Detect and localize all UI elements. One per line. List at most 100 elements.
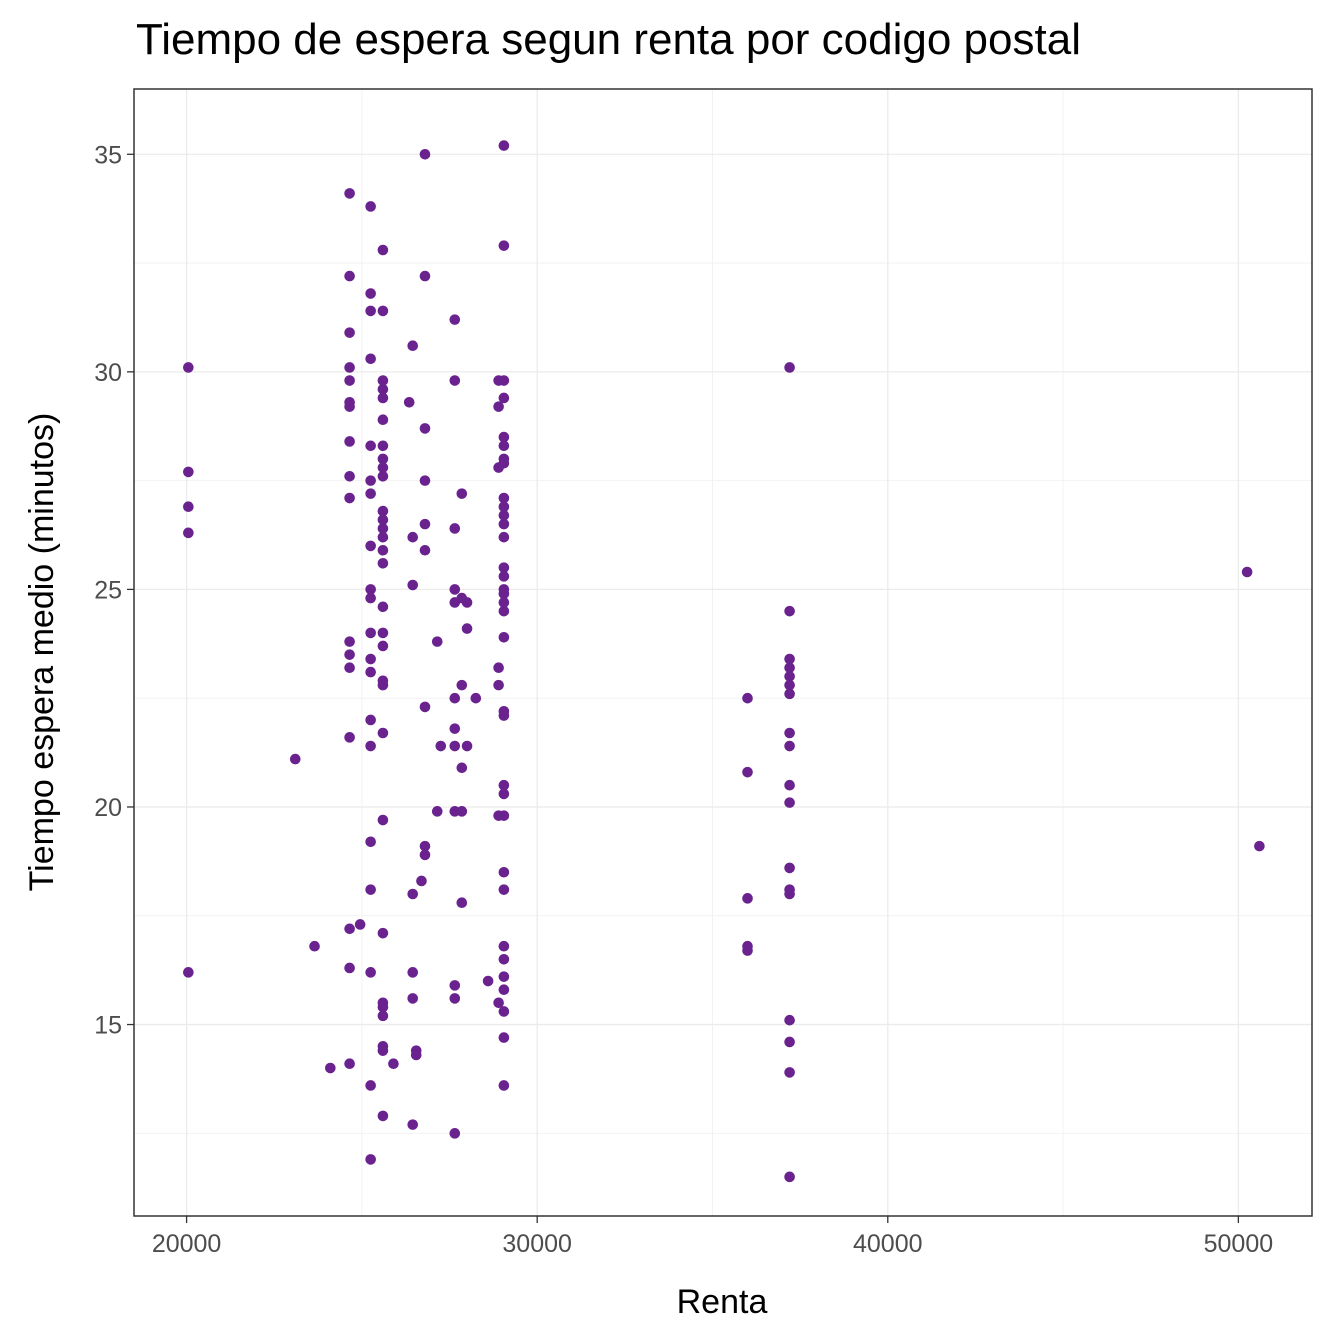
data-point: [449, 584, 461, 595]
data-point: [407, 579, 419, 591]
data-point: [183, 967, 194, 978]
data-point: [289, 753, 301, 765]
data-point: [419, 148, 431, 160]
data-point: [456, 897, 468, 909]
data-point: [325, 1062, 336, 1074]
data-point: [365, 540, 376, 552]
data-point: [183, 527, 194, 539]
y-tick-label: 15: [94, 1012, 122, 1040]
data-point: [377, 927, 389, 939]
data-point: [482, 975, 494, 987]
data-point: [365, 836, 376, 848]
data-point: [498, 588, 510, 600]
data-point: [784, 727, 795, 739]
data-point: [498, 510, 510, 521]
y-tick-label: 35: [94, 141, 122, 169]
data-point: [309, 940, 320, 952]
data-point: [377, 440, 389, 452]
data-point: [784, 862, 795, 874]
data-point: [377, 679, 389, 691]
data-point: [365, 1080, 376, 1091]
x-tick-label: 50000: [1204, 1230, 1274, 1258]
data-point: [784, 605, 795, 617]
data-point: [498, 1032, 510, 1043]
data-point: [183, 501, 194, 513]
y-axis-ticks: 15 20 25 30 35: [94, 141, 134, 1040]
data-point: [344, 649, 355, 660]
data-point: [784, 1036, 795, 1048]
data-point: [498, 571, 510, 582]
data-point: [498, 140, 510, 151]
data-point: [377, 523, 389, 534]
data-point: [365, 1154, 376, 1165]
data-point: [388, 1058, 399, 1070]
data-point: [365, 488, 376, 499]
data-point: [461, 623, 473, 634]
data-point: [365, 592, 376, 604]
data-point: [493, 997, 504, 1009]
data-point: [784, 688, 795, 700]
data-point: [377, 462, 389, 473]
data-point: [784, 797, 795, 808]
data-point: [498, 1006, 510, 1017]
data-point: [498, 953, 510, 965]
data-point: [784, 1171, 795, 1183]
y-tick-label: 20: [94, 794, 122, 822]
data-point: [410, 1049, 422, 1061]
data-point: [377, 1045, 389, 1056]
data-point: [449, 375, 461, 386]
data-point: [493, 662, 504, 674]
data-point: [449, 740, 461, 752]
data-point: [377, 1010, 389, 1022]
data-point: [403, 396, 415, 408]
data-point: [365, 288, 376, 299]
data-point: [407, 531, 419, 543]
data-point: [456, 806, 468, 817]
data-point: [784, 653, 795, 665]
y-tick-label: 25: [94, 576, 122, 604]
data-point: [419, 840, 431, 852]
data-point: [377, 414, 389, 426]
data-point: [344, 1058, 355, 1070]
data-point: [365, 740, 376, 752]
data-point: [365, 627, 376, 639]
data-point: [344, 732, 355, 743]
data-point: [419, 849, 431, 861]
data-point: [784, 662, 795, 674]
data-point: [407, 993, 419, 1004]
data-point: [377, 1110, 389, 1122]
data-point: [344, 470, 355, 482]
data-point: [377, 640, 389, 652]
data-point: [498, 984, 510, 996]
data-point: [365, 353, 376, 365]
data-point: [377, 727, 389, 739]
data-point: [449, 314, 461, 325]
data-point: [461, 740, 473, 752]
data-point: [419, 475, 431, 486]
data-point: [377, 470, 389, 482]
data-point: [377, 505, 389, 517]
data-point: [498, 788, 510, 800]
data-point: [377, 375, 389, 386]
data-point: [498, 440, 510, 452]
data-point: [456, 679, 468, 691]
data-point: [419, 423, 431, 434]
data-point: [365, 653, 376, 665]
data-point: [449, 980, 461, 991]
data-point: [742, 945, 753, 956]
x-tick-label: 40000: [853, 1230, 923, 1258]
data-point: [493, 401, 504, 412]
data-point: [498, 531, 510, 543]
data-point: [498, 392, 510, 404]
data-point: [784, 1014, 795, 1026]
data-point: [377, 544, 389, 556]
data-point: [377, 392, 389, 404]
data-point: [498, 597, 510, 608]
data-point: [407, 340, 419, 352]
data-point: [498, 710, 510, 721]
data-point: [407, 967, 419, 978]
data-point: [498, 866, 510, 878]
data-point: [365, 967, 376, 978]
data-point: [419, 270, 431, 282]
